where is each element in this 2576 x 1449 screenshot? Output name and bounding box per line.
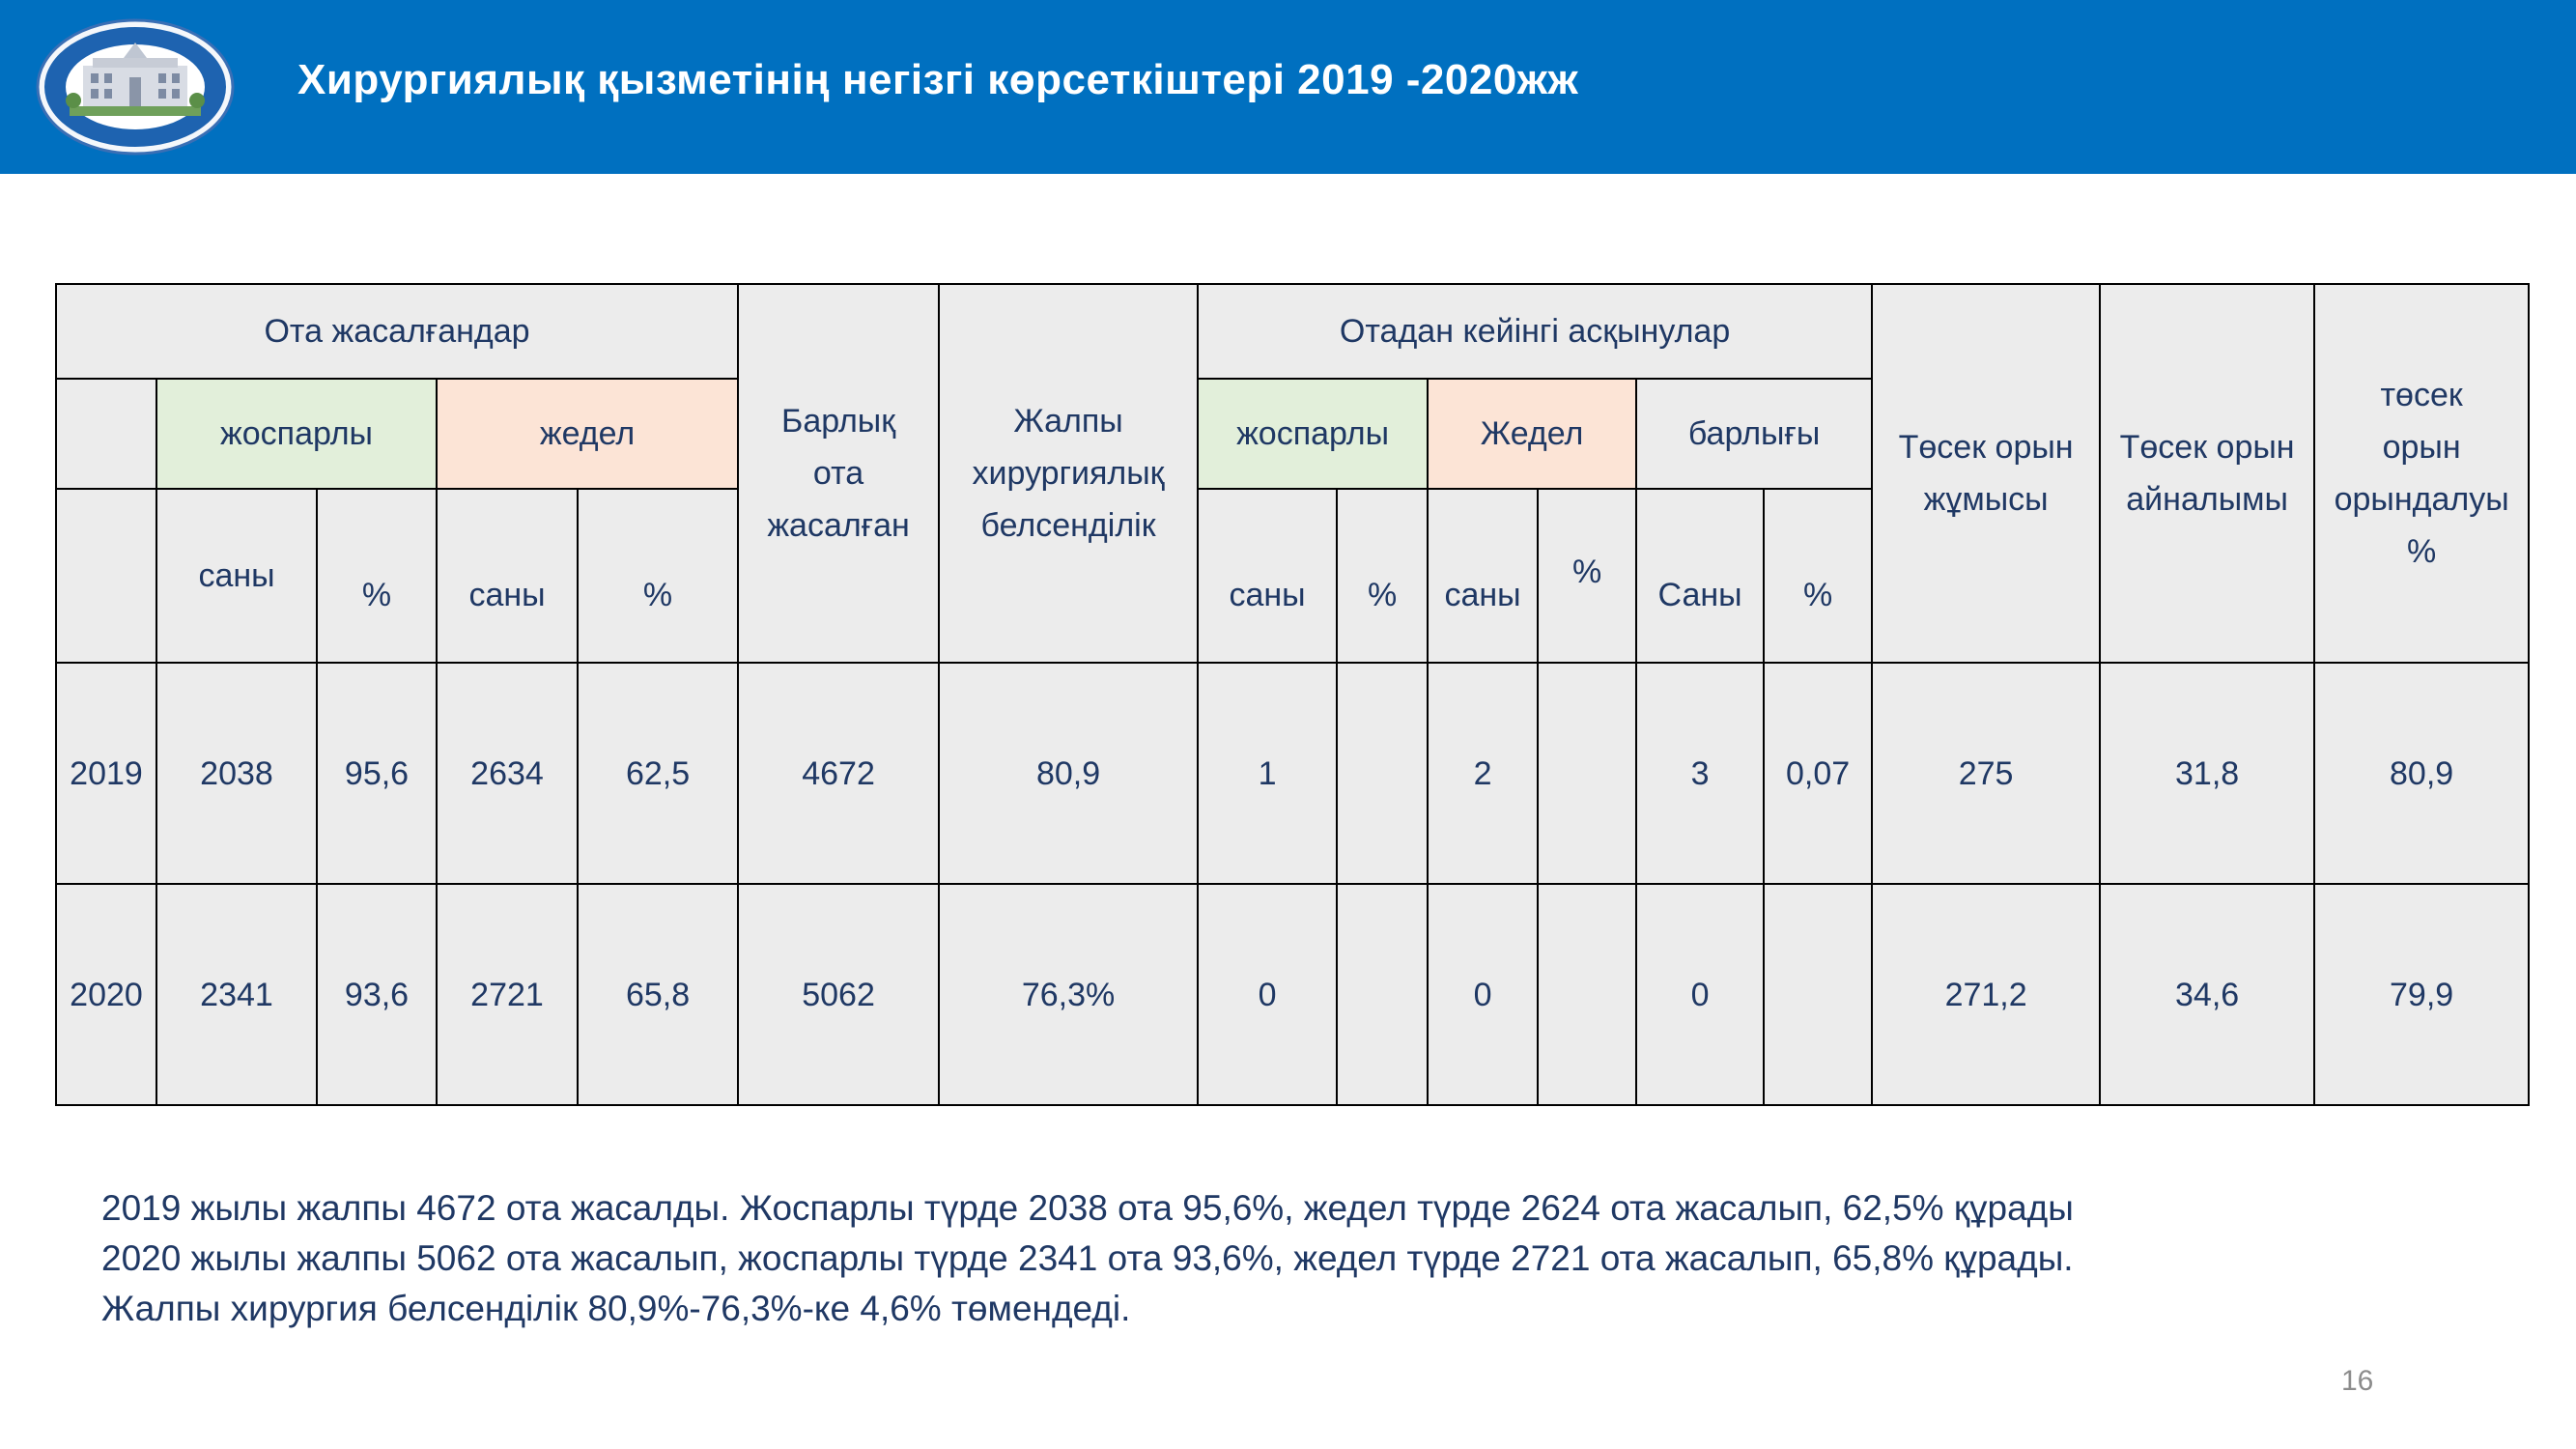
planned-percent-cell: 93,6: [316, 883, 438, 1106]
comp-total-percent-cell: 0,07: [1763, 662, 1874, 885]
complications-total-header: барлығы: [1635, 378, 1874, 490]
hospital-logo: [36, 18, 235, 156]
summary-line: Жалпы хирургия белсенділік 80,9%-76,3%-к…: [101, 1289, 1131, 1328]
bed-turnover-cell: 31,8: [2099, 662, 2316, 885]
emergency-percent-cell: 62,5: [576, 662, 740, 885]
bed-work-header: Төсек орын жұмысы: [1871, 283, 2102, 664]
complications-group-header: Отадан кейінгі асқынулар: [1197, 283, 1874, 380]
planned-header: жоспарлы: [156, 378, 438, 490]
emergency-count-cell: 2721: [436, 883, 579, 1106]
comp-emergency-count-cell: 2: [1427, 662, 1540, 885]
planned-count-header: саны: [156, 488, 318, 664]
emergency-header: жедел: [435, 378, 740, 490]
surgical-activity-cell: 80,9: [938, 662, 1200, 885]
surgical-activity-header: Жалпы хирургиялық белсенділік: [938, 283, 1200, 664]
header-row-types: жоспарлы жедел жоспарлы Жедел барлығы: [55, 378, 2529, 490]
emergency-percent-cell: 65,8: [576, 883, 740, 1106]
emergency-count-cell: 2634: [436, 662, 579, 885]
bed-fulfillment-cell: 79,9: [2313, 883, 2531, 1106]
planned-count-cell: 2341: [156, 883, 318, 1106]
emergency-percent-header: %: [576, 488, 740, 664]
bed-work-cell: 275: [1871, 662, 2102, 885]
table-row: 2019 2038 95,6 2634 62,5 4672 80,9 1 2 3…: [55, 662, 2531, 885]
comp-emergency-count-cell: 0: [1427, 883, 1540, 1106]
total-operations-cell: 4672: [737, 662, 941, 885]
header-row-groups: Ота жасалғандар Барлық ота жасалған Жалп…: [54, 283, 2531, 664]
bed-fulfillment-cell: 80,9: [2313, 662, 2531, 885]
planned-percent-cell: 95,6: [316, 662, 438, 885]
slide-title: Хирургиялық қызметінің негізгі көрсеткіш…: [297, 56, 1579, 103]
comp-emergency-count-header: саны: [1427, 488, 1540, 664]
surgery-indicators-table: Ота жасалғандар Барлық ота жасалған Жалп…: [54, 283, 2531, 1106]
comp-emergency-percent-header: %: [1537, 488, 1638, 664]
comp-planned-count-header: саны: [1197, 488, 1339, 664]
bed-work-cell: 271,2: [1871, 883, 2102, 1106]
planned-percent-header: %: [316, 488, 438, 664]
total-operations-header: Барлық ота жасалған: [737, 283, 941, 664]
comp-planned-percent-cell: [1336, 883, 1430, 1106]
page-number: 16: [2341, 1365, 2374, 1397]
summary-line: 2020 жылы жалпы 5062 ота жасалып, жоспар…: [101, 1238, 2074, 1278]
comp-emergency-percent-cell: [1537, 883, 1638, 1106]
year-cell: 2019: [55, 662, 157, 885]
emergency-count-header: саны: [436, 488, 579, 664]
header-row-units: саны % саны % саны % саны % Саны %: [55, 488, 2529, 664]
bed-fulfillment-header: төсек орын орындалуы %: [2313, 283, 2531, 664]
comp-total-count-cell: 3: [1635, 662, 1766, 885]
complications-planned-header: жоспарлы: [1197, 378, 1430, 490]
bed-turnover-header: Төсек орын айналымы: [2099, 283, 2316, 664]
empty-cell: [55, 488, 157, 664]
comp-total-count-header: Саны: [1635, 488, 1766, 664]
planned-count-cell: 2038: [156, 662, 318, 885]
total-operations-cell: 5062: [737, 883, 941, 1106]
year-cell: 2020: [55, 883, 157, 1106]
comp-planned-count-cell: 0: [1197, 883, 1339, 1106]
comp-emergency-percent-cell: [1537, 662, 1638, 885]
empty-cell: [55, 378, 157, 490]
comp-planned-percent-header: %: [1336, 488, 1430, 664]
complications-emergency-header: Жедел: [1427, 378, 1638, 490]
comp-planned-percent-cell: [1336, 662, 1430, 885]
bed-turnover-cell: 34,6: [2099, 883, 2316, 1106]
comp-planned-count-cell: 1: [1197, 662, 1339, 885]
title-banner: Хирургиялық қызметінің негізгі көрсеткіш…: [0, 0, 2576, 174]
comp-total-percent-header: %: [1763, 488, 1874, 664]
surgical-activity-cell: 76,3%: [938, 883, 1200, 1106]
comp-total-count-cell: 0: [1635, 883, 1766, 1106]
table-row: 2020 2341 93,6 2721 65,8 5062 76,3% 0 0 …: [55, 883, 2531, 1106]
summary-text: 2019 жылы жалпы 4672 ота жасалды. Жоспар…: [101, 1183, 2074, 1334]
comp-total-percent-cell: [1763, 883, 1874, 1106]
operations-group-header: Ота жасалғандар: [54, 283, 740, 380]
summary-line: 2019 жылы жалпы 4672 ота жасалды. Жоспар…: [101, 1188, 2074, 1228]
